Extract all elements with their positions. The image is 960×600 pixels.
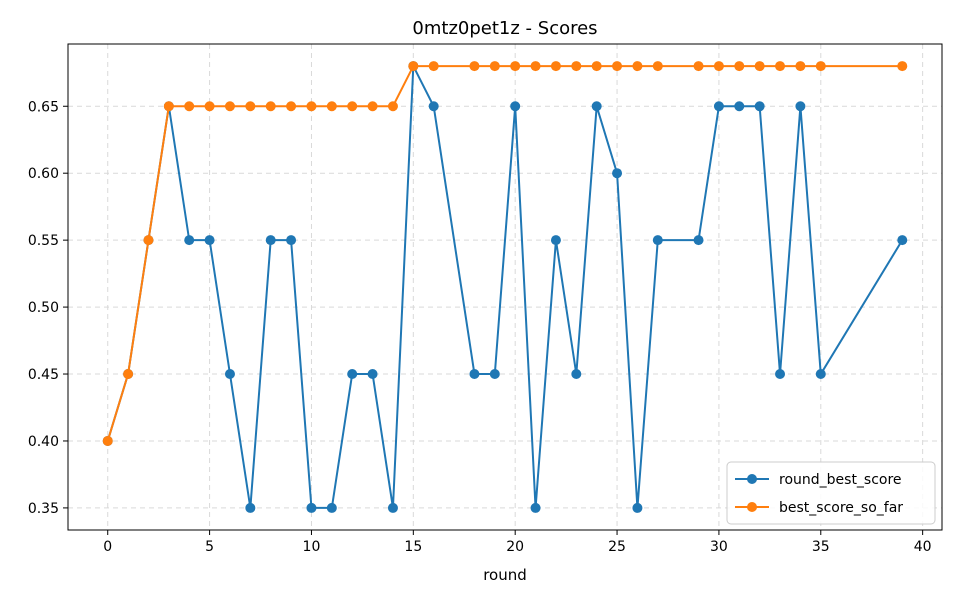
data-point-best_score_so_far [387,101,398,112]
data-point-best_score_so_far [347,101,358,112]
data-point-round_best_score [469,369,480,380]
data-point-round_best_score [265,235,276,246]
data-point-round_best_score [489,369,500,380]
legend: round_best_score best_score_so_far [726,461,936,525]
data-point-best_score_so_far [550,61,561,72]
data-point-best_score_so_far [102,435,113,446]
series-round_best_score [102,61,908,513]
x-tick-label: 35 [812,539,830,555]
data-point-round_best_score [734,101,745,112]
y-tick-label: 0.35 [28,501,59,517]
data-point-best_score_so_far [713,61,724,72]
data-point-round_best_score [184,235,195,246]
y-tick-label: 0.40 [28,434,59,450]
data-point-round_best_score [530,502,541,513]
data-point-round_best_score [897,235,908,246]
legend-label-best_score_so_far: best_score_so_far [779,500,903,516]
data-point-best_score_so_far [652,61,663,72]
data-point-best_score_so_far [632,61,643,72]
series-layer [102,61,908,513]
x-tick-label: 10 [303,539,321,555]
y-tick-label: 0.45 [28,367,59,383]
data-point-best_score_so_far [184,101,195,112]
data-point-round_best_score [245,502,256,513]
data-point-round_best_score [428,101,439,112]
data-point-best_score_so_far [428,61,439,72]
data-point-best_score_so_far [591,61,602,72]
data-point-best_score_so_far [612,61,623,72]
data-point-round_best_score [571,369,582,380]
data-point-round_best_score [367,369,378,380]
data-point-best_score_so_far [693,61,704,72]
data-point-best_score_so_far [306,101,317,112]
data-point-best_score_so_far [204,101,215,112]
series-line-round_best_score [106,62,904,509]
data-point-best_score_so_far [754,61,765,72]
x-tick-label: 30 [710,539,728,555]
legend-marker-round_best_score [747,474,757,484]
axes-layer: 0 5 10 15 20 25 30 35 40 0.35 0.40 0.45 0.50 0.55 0.60… [28,43,943,555]
data-point-round_best_score [795,101,806,112]
y-tick-label: 0.65 [28,99,59,115]
x-tick-label: 15 [404,539,422,555]
data-point-best_score_so_far [123,369,134,380]
data-point-round_best_score [652,235,663,246]
x-axis-label: round [483,566,527,584]
series-line-best_score_so_far [106,65,903,442]
data-point-round_best_score [204,235,215,246]
legend-box [726,461,936,525]
data-point-best_score_so_far [367,101,378,112]
data-point-best_score_so_far [163,101,174,112]
data-point-best_score_so_far [408,61,419,72]
data-point-best_score_so_far [530,61,541,72]
y-tick-label: 0.55 [28,233,59,249]
data-point-best_score_so_far [224,101,235,112]
legend-label-round_best_score: round_best_score [779,472,902,488]
x-tick-label: 0 [103,539,112,555]
data-point-round_best_score [775,369,786,380]
data-point-best_score_so_far [510,61,521,72]
x-tick-label: 25 [608,539,626,555]
data-point-round_best_score [326,502,337,513]
data-point-round_best_score [510,101,521,112]
data-point-round_best_score [347,369,358,380]
data-point-round_best_score [815,369,826,380]
data-point-round_best_score [591,101,602,112]
grid-layer [68,44,942,530]
data-point-best_score_so_far [795,61,806,72]
series-best_score_so_far [102,61,908,446]
data-point-round_best_score [713,101,724,112]
data-point-best_score_so_far [286,101,297,112]
data-point-round_best_score [550,235,561,246]
plot-frame [67,43,943,531]
data-point-best_score_so_far [469,61,480,72]
data-point-best_score_so_far [775,61,786,72]
data-point-round_best_score [306,502,317,513]
data-point-best_score_so_far [143,235,154,246]
data-point-round_best_score [754,101,765,112]
x-tick-label: 5 [205,539,214,555]
x-tick-label: 20 [506,539,524,555]
data-point-round_best_score [224,369,235,380]
data-point-round_best_score [286,235,297,246]
data-point-best_score_so_far [489,61,500,72]
data-point-best_score_so_far [326,101,337,112]
data-point-best_score_so_far [734,61,745,72]
y-tick-label: 0.50 [28,300,59,316]
chart-title: 0mtz0pet1z - Scores [412,18,597,39]
data-point-round_best_score [632,502,643,513]
data-point-round_best_score [387,502,398,513]
data-point-best_score_so_far [245,101,256,112]
legend-marker-best_score_so_far [747,502,757,512]
data-point-best_score_so_far [897,61,908,72]
data-point-best_score_so_far [571,61,582,72]
data-point-best_score_so_far [815,61,826,72]
data-point-best_score_so_far [265,101,276,112]
x-tick-label: 40 [914,539,932,555]
y-tick-label: 0.60 [28,166,59,182]
data-point-round_best_score [693,235,704,246]
data-point-round_best_score [612,168,623,179]
